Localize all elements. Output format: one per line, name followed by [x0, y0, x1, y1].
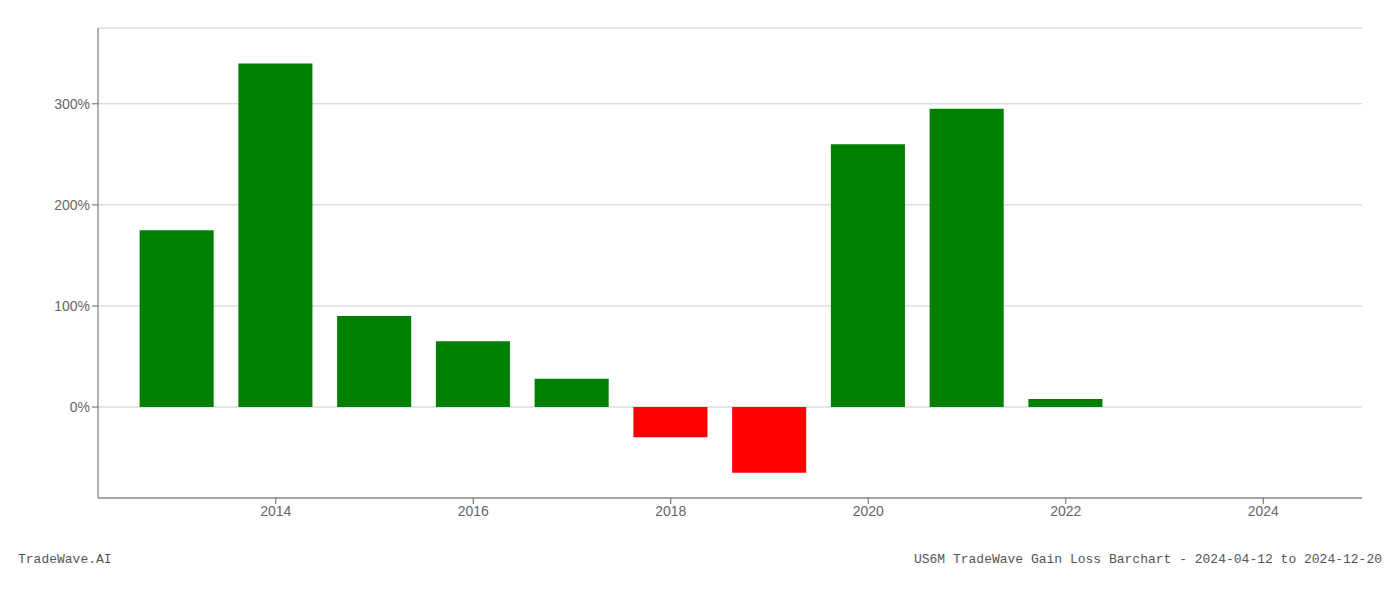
svg-text:2016: 2016 — [458, 503, 489, 519]
svg-text:2020: 2020 — [853, 503, 884, 519]
svg-text:2014: 2014 — [260, 503, 291, 519]
svg-text:100%: 100% — [54, 298, 90, 314]
svg-text:2018: 2018 — [655, 503, 686, 519]
svg-text:300%: 300% — [54, 96, 90, 112]
svg-text:0%: 0% — [70, 399, 90, 415]
svg-text:2024: 2024 — [1248, 503, 1279, 519]
html-text:TradeWave.AI: TradeWave.AI — [18, 552, 112, 567]
html-text:US6M TradeWave Gain Loss Barch: US6M TradeWave Gain Loss Barchart - 2024… — [913, 552, 1382, 567]
svg-text:2022: 2022 — [1050, 503, 1081, 519]
svg-text:200%: 200% — [54, 197, 90, 213]
